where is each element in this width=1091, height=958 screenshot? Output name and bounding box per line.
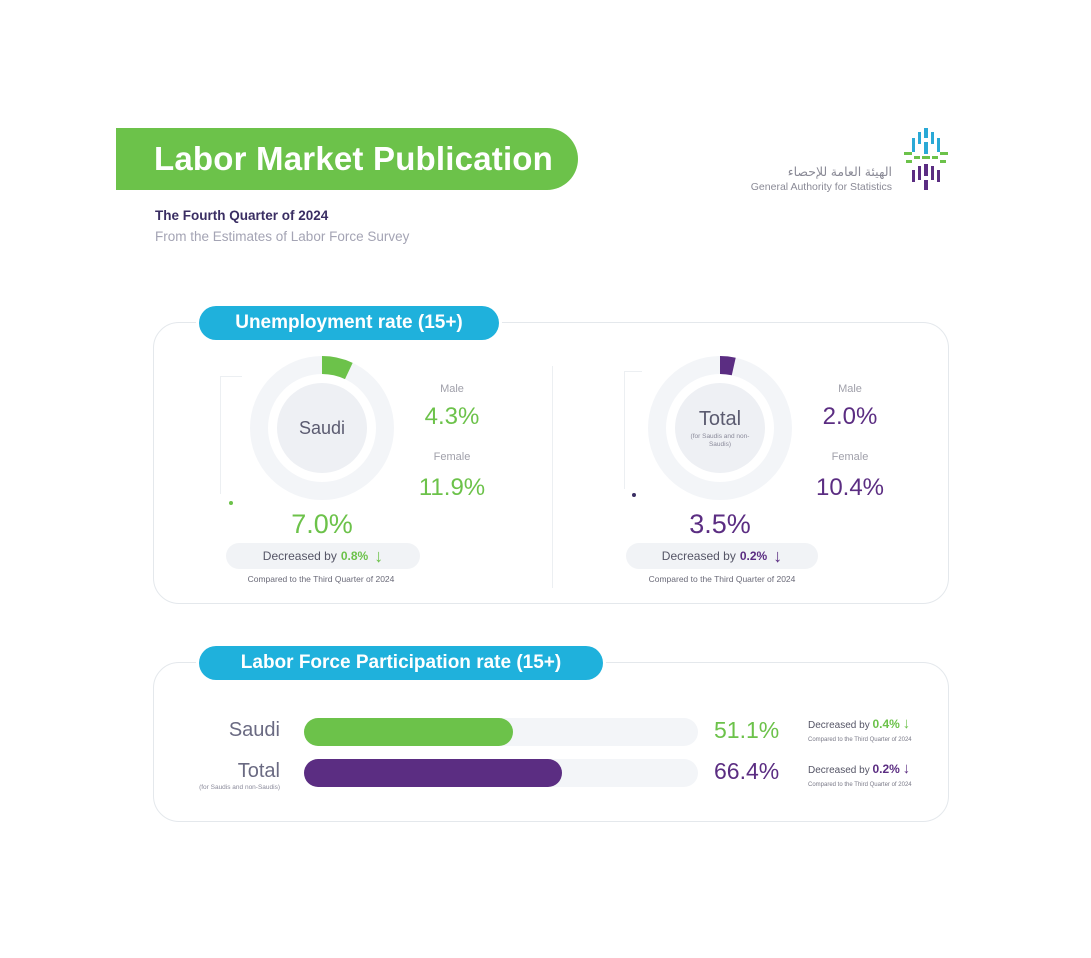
- lfpr-total-track: [304, 759, 698, 787]
- total-bracket: [624, 371, 642, 489]
- total-male-label: Male: [838, 383, 862, 395]
- logo-english-name: General Authority for Statistics: [750, 181, 892, 193]
- total-female-value: 10.4%: [815, 474, 885, 501]
- lfpr-total-bar: [304, 759, 563, 787]
- lfpr-saudi-label: Saudi: [228, 719, 280, 741]
- participation-section-pill: Labor Force Participation rate (15+): [199, 646, 603, 680]
- saudi-male-value: 4.3%: [424, 403, 480, 430]
- gastat-logo-icon: [904, 128, 948, 190]
- saudi-unemployment-donut: Saudi: [248, 354, 396, 502]
- lfpr-total-sublabel: (for Saudis and non-Saudis): [199, 784, 280, 791]
- lfpr-total-change: Decreased by 0.2% ↓: [808, 760, 910, 777]
- lfpr-saudi-change: Decreased by 0.4% ↓: [808, 715, 910, 732]
- logo-arabic-name: الهيئة العامة للإحصاء: [787, 165, 892, 179]
- saudi-donut-label-wrap: Saudi: [248, 354, 396, 502]
- total-donut-center: [675, 383, 765, 473]
- total-donut-label: Total: [698, 407, 742, 430]
- lfpr-saudi-value: 51.1%: [714, 717, 780, 743]
- total-donut-sublabel: (for Saudis and non-Saudis): [690, 432, 750, 448]
- total-change-value: 0.2%: [739, 549, 768, 563]
- lfpr-total-compared: Compared to the Third Quarter of 2024: [808, 782, 912, 788]
- source-subtitle: From the Estimates of Labor Force Survey: [155, 229, 410, 244]
- lfpr-saudi-bar: [304, 718, 513, 746]
- arrow-down-icon: ↓: [902, 715, 911, 732]
- saudi-donut-center: [277, 383, 367, 473]
- lfpr-total-value: 66.4%: [714, 758, 780, 784]
- total-female-label: Female: [831, 451, 869, 463]
- saudi-compared-note: Compared to the Third Quarter of 2024: [247, 574, 395, 584]
- gastat-logo: الهيئة العامة للإحصاء General Authority …: [742, 126, 952, 198]
- total-male-value: 2.0%: [822, 403, 878, 430]
- quarter-subtitle: The Fourth Quarter of 2024: [155, 208, 329, 223]
- saudi-donut-svg: [250, 356, 394, 500]
- lfpr-saudi-change-value: 0.4%: [872, 717, 900, 731]
- total-compared-note: Compared to the Third Quarter of 2024: [648, 574, 796, 584]
- total-unemployment-donut: Total (for Saudis and non-Saudis): [646, 354, 794, 502]
- lfpr-saudi-compared: Compared to the Third Quarter of 2024: [808, 737, 912, 743]
- saudi-male-label: Male: [440, 383, 464, 395]
- saudi-donut-label: Saudi: [298, 417, 346, 438]
- unemployment-section-title: Unemployment rate (15+): [235, 312, 463, 333]
- lfpr-saudi-track: [304, 718, 698, 746]
- saudi-change-value: 0.8%: [340, 549, 369, 563]
- total-change-pill: Decreased by 0.2% ↓: [626, 543, 818, 569]
- saudi-donut-slice: [322, 356, 353, 380]
- arrow-down-icon: ↓: [773, 546, 783, 566]
- total-donut-label-wrap: Total (for Saudis and non-Saudis): [646, 354, 794, 502]
- total-donut-svg: [648, 356, 792, 500]
- saudi-dot: [229, 501, 233, 505]
- total-dot: [632, 493, 636, 497]
- unemployment-section-pill: Unemployment rate (15+): [199, 306, 499, 340]
- saudi-female-label: Female: [433, 451, 471, 463]
- saudi-female-value: 11.9%: [418, 474, 486, 501]
- title-banner: Labor Market Publication: [116, 128, 578, 190]
- total-donut-slice: [720, 356, 736, 376]
- unemployment-divider: [552, 366, 553, 588]
- page-title: Labor Market Publication: [154, 140, 554, 177]
- lfpr-total-change-value: 0.2%: [872, 762, 900, 776]
- arrow-down-icon: ↓: [374, 546, 384, 566]
- saudi-change-prefix: Decreased by: [262, 549, 337, 563]
- lfpr-saudi-change-prefix: Decreased by: [808, 720, 870, 731]
- participation-section-title: Labor Force Participation rate (15+): [240, 652, 562, 673]
- arrow-down-icon: ↓: [902, 760, 911, 777]
- saudi-change-pill: Decreased by 0.8% ↓: [226, 543, 420, 569]
- lfpr-total-change-prefix: Decreased by: [808, 765, 870, 776]
- total-unemployment-rate: 3.5%: [689, 509, 751, 539]
- saudi-bracket: [220, 376, 242, 494]
- total-change-prefix: Decreased by: [661, 549, 736, 563]
- lfpr-total-label: Total: [237, 760, 280, 782]
- saudi-unemployment-rate: 7.0%: [291, 509, 353, 539]
